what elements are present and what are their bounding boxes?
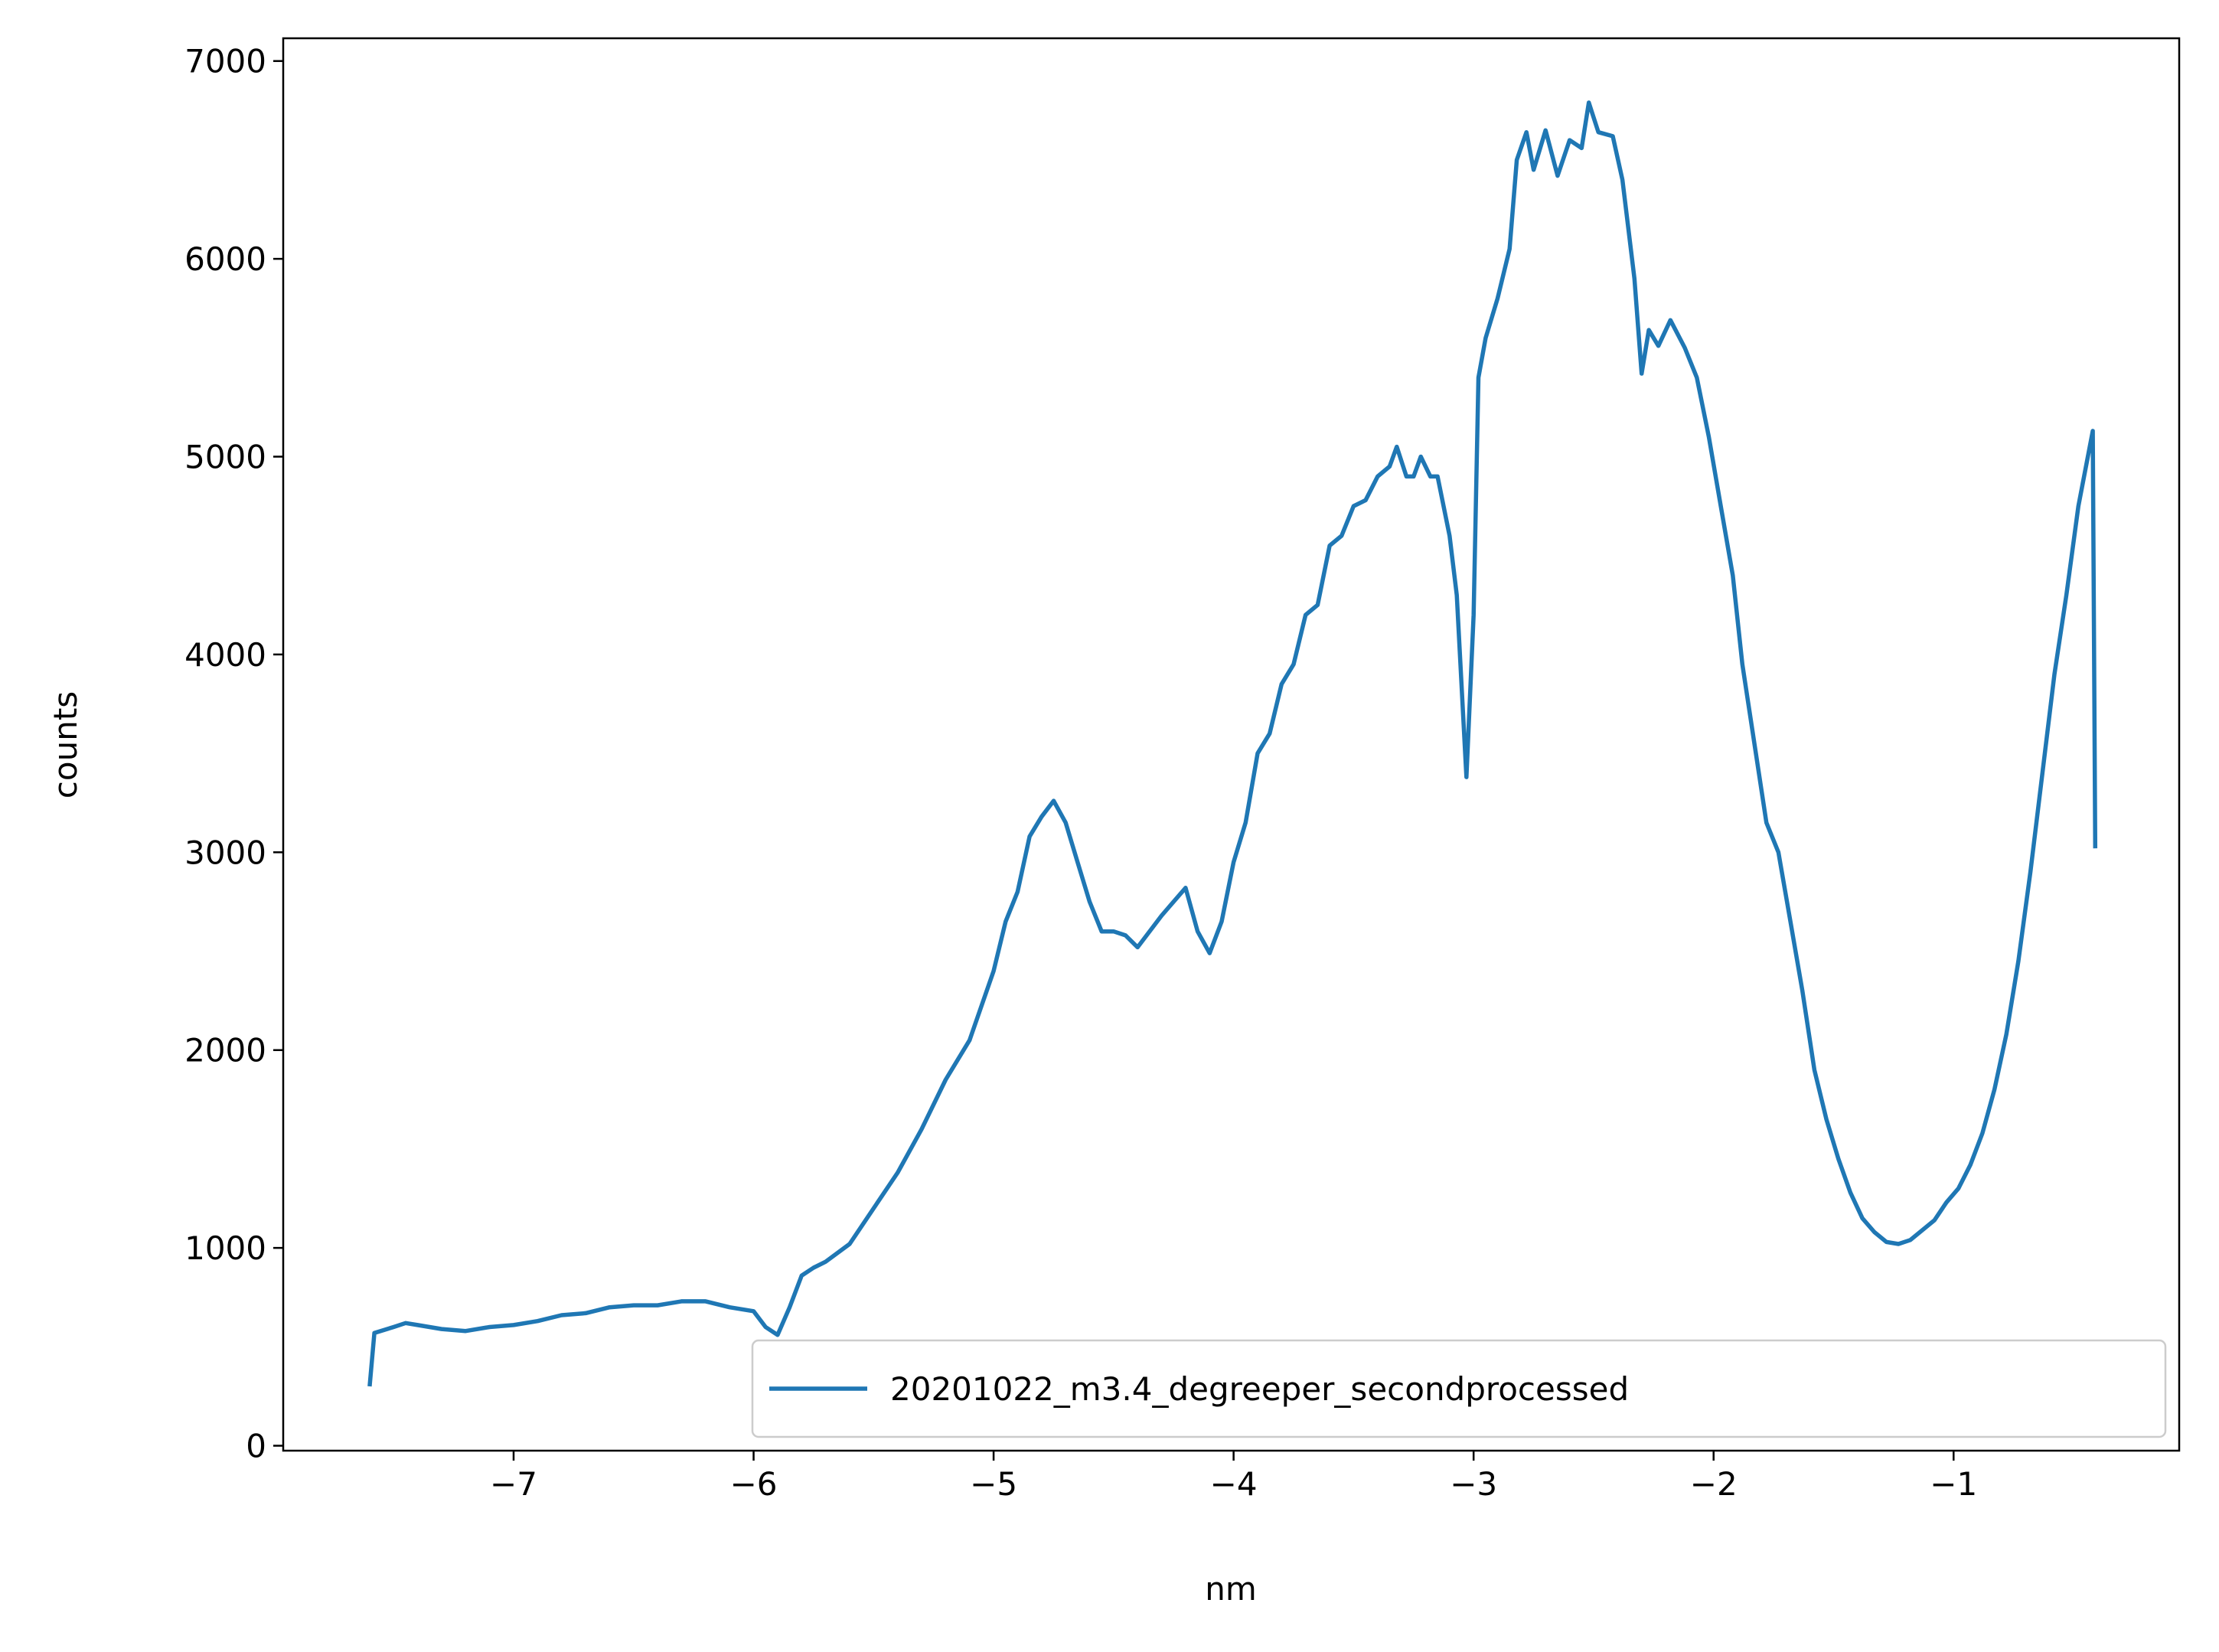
x-tick-label: −7 [490, 1465, 537, 1503]
legend: 20201022_m3.4_degreeper_secondprocessed [751, 1339, 2167, 1438]
y-tick-label: 3000 [184, 834, 266, 871]
x-tick-label: −1 [1930, 1465, 1977, 1503]
y-tick-label: 5000 [184, 439, 266, 476]
legend-box [751, 1339, 2167, 1438]
legend-label: 20201022_m3.4_degreeper_secondprocessed [890, 1370, 1629, 1408]
y-axis-label: counts [47, 691, 84, 798]
y-tick-label: 6000 [184, 240, 266, 278]
x-tick-label: −6 [730, 1465, 778, 1503]
y-tick-label: 7000 [184, 43, 266, 80]
y-tick-label: 1000 [184, 1229, 266, 1267]
y-tick-label: 0 [246, 1428, 266, 1465]
x-tick-label: −4 [1210, 1465, 1258, 1503]
x-axis-label: nm [1205, 1570, 1257, 1608]
y-tick-label: 2000 [184, 1032, 266, 1069]
x-tick-label: −5 [970, 1465, 1017, 1503]
data-line [367, 100, 2098, 1387]
x-tick-label: −2 [1690, 1465, 1738, 1503]
y-tick-label: 4000 [184, 636, 266, 674]
plot-frame [282, 37, 2181, 1452]
x-tick-label: −3 [1450, 1465, 1497, 1503]
